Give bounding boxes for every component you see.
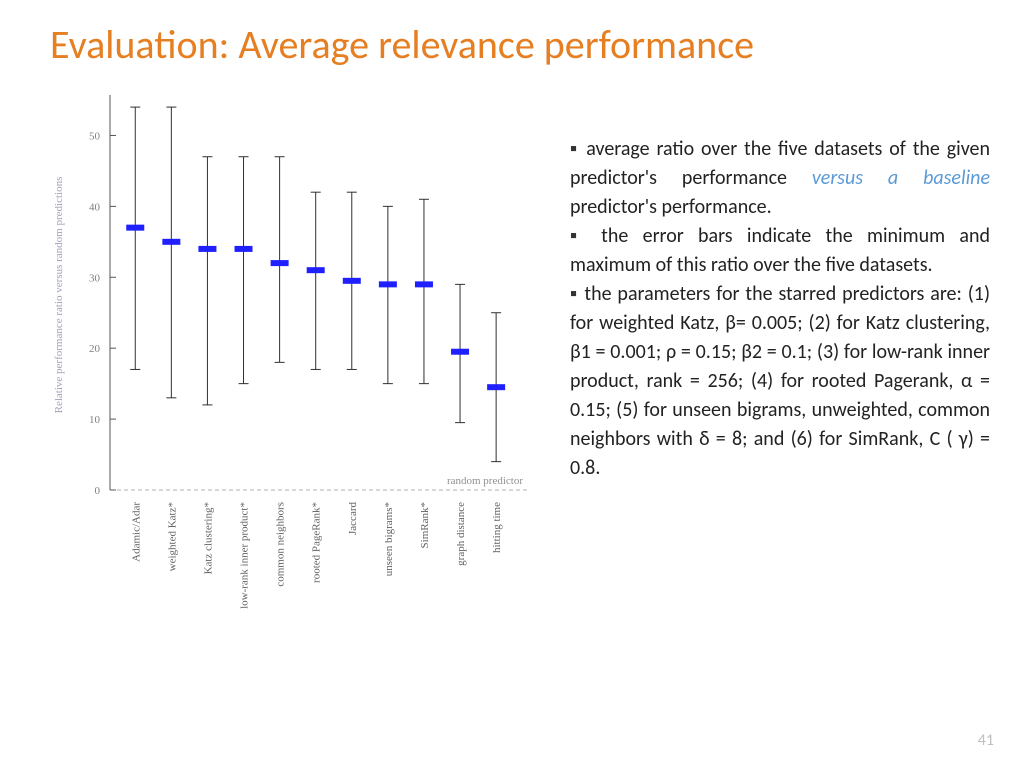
svg-text:Adamic/Adar: Adamic/Adar [130, 502, 142, 562]
page-number: 41 [978, 731, 994, 750]
svg-text:low-rank inner product*: low-rank inner product* [239, 502, 251, 609]
svg-text:graph distance: graph distance [455, 502, 467, 566]
slide: Evaluation: Average relevance performanc… [0, 0, 1024, 768]
bullet-3: the parameters for the starred predictor… [570, 280, 990, 483]
svg-text:20: 20 [89, 343, 101, 355]
svg-text:Katz clustering*: Katz clustering* [202, 502, 214, 574]
svg-text:0: 0 [95, 485, 101, 497]
bullet-2: the error bars indicate the minimum and … [570, 222, 990, 280]
bullet-1-em: versus a baseline [812, 166, 990, 190]
bullet-1: average ratio over the five datasets of … [570, 135, 990, 222]
slide-title: Evaluation: Average relevance performanc… [50, 20, 994, 69]
svg-text:40: 40 [89, 201, 101, 213]
svg-text:rooted PageRank*: rooted PageRank* [311, 502, 323, 583]
performance-chart: 0 10 20 30 40 50 Relative performance ratio ve… [30, 90, 550, 640]
svg-text:weighted Katz*: weighted Katz* [166, 502, 178, 571]
bullet-1-post: predictor's performance. [570, 195, 772, 219]
svg-text:common neighbors: common neighbors [275, 502, 287, 587]
svg-text:hitting time: hitting time [491, 502, 503, 553]
svg-text:Jaccard: Jaccard [347, 502, 359, 535]
svg-text:unseen bigrams*: unseen bigrams* [383, 502, 395, 576]
svg-text:10: 10 [89, 414, 101, 426]
svg-text:30: 30 [89, 272, 101, 284]
svg-text:SimRank*: SimRank* [419, 502, 431, 548]
description-text: average ratio over the five datasets of … [570, 135, 990, 483]
svg-text:random predictor: random predictor [447, 475, 523, 487]
svg-text:50: 50 [89, 130, 101, 142]
chart-svg: 0 10 20 30 40 50 Relative performance ratio ve… [30, 90, 550, 640]
svg-text:Relative performance ratio ver: Relative performance ratio versus random… [53, 177, 65, 414]
